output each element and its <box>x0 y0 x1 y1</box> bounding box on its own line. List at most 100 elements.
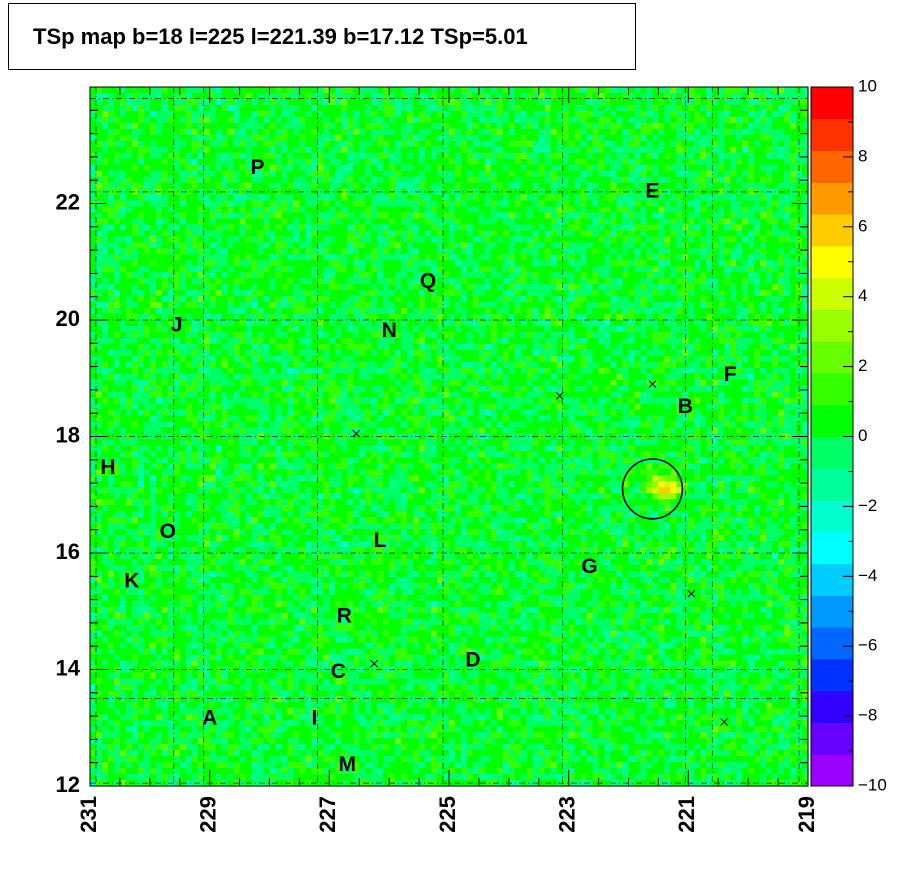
heatmap-cell <box>179 230 187 237</box>
heatmap-cell <box>538 128 546 136</box>
heatmap-cell <box>556 242 564 249</box>
heatmap-cell <box>520 314 528 321</box>
heatmap-cell <box>676 272 683 279</box>
heatmap-cell <box>245 98 253 106</box>
heatmap-cell <box>790 152 797 160</box>
heatmap-cell <box>508 290 516 297</box>
heatmap-cell <box>736 110 743 118</box>
heatmap-cell <box>155 176 163 184</box>
heatmap-cell <box>281 230 289 237</box>
heatmap-cell <box>760 128 767 136</box>
heatmap-cell <box>532 230 540 237</box>
heatmap-cell <box>341 242 348 249</box>
heatmap-cell <box>562 320 570 327</box>
heatmap-cell <box>377 296 384 303</box>
heatmap-cell <box>185 260 193 267</box>
heatmap-cell <box>772 224 779 231</box>
heatmap-cell <box>167 260 175 267</box>
heatmap-cell <box>664 242 671 249</box>
heatmap-cell <box>377 230 384 237</box>
heatmap-cell <box>371 224 378 231</box>
heatmap-cell <box>574 182 582 190</box>
heatmap-cell <box>676 290 683 297</box>
heatmap-cell <box>784 134 791 142</box>
heatmap-cell <box>305 128 312 136</box>
heatmap-cell <box>341 122 348 130</box>
heatmap-cell <box>233 296 241 303</box>
heatmap-cell <box>514 242 522 249</box>
heatmap-cell <box>245 92 253 100</box>
heatmap-cell <box>772 206 779 214</box>
heatmap-cell <box>365 302 372 309</box>
heatmap-cell <box>335 128 342 136</box>
heatmap-cell <box>568 266 576 273</box>
heatmap-cell <box>299 92 306 100</box>
heatmap-cell <box>484 146 492 154</box>
heatmap-cell <box>556 128 564 136</box>
heatmap-cell <box>736 140 743 148</box>
heatmap-cell <box>694 290 701 297</box>
heatmap-cell <box>377 278 384 285</box>
heatmap-cell <box>329 170 336 178</box>
heatmap-cell <box>227 308 235 315</box>
heatmap-cell <box>544 140 552 148</box>
heatmap-cell <box>472 206 480 214</box>
heatmap-cell <box>640 325 648 333</box>
heatmap-cell <box>389 248 396 255</box>
heatmap-cell <box>508 236 516 243</box>
heatmap-cell <box>616 200 624 208</box>
heatmap-cell <box>173 140 181 148</box>
heatmap-cell <box>90 260 97 267</box>
heatmap-cell <box>389 182 396 190</box>
heatmap-cell <box>556 314 564 321</box>
heatmap-cell <box>742 87 749 94</box>
heatmap-cell <box>550 104 558 112</box>
heatmap-cell <box>622 266 630 273</box>
heatmap-cell <box>604 200 612 208</box>
heatmap-cell <box>215 170 223 178</box>
heatmap-cell <box>95 212 103 220</box>
heatmap-cell <box>90 314 97 321</box>
heatmap-cell <box>101 331 109 339</box>
heatmap-cell <box>425 176 432 184</box>
heatmap-cell <box>209 182 217 190</box>
heatmap-cell <box>167 134 175 142</box>
heatmap-cell <box>251 188 259 196</box>
heatmap-cell <box>395 140 402 148</box>
heatmap-cell <box>742 200 749 208</box>
heatmap-cell <box>227 176 235 184</box>
heatmap-cell <box>263 278 271 285</box>
heatmap-cell <box>508 146 516 154</box>
heatmap-cell <box>227 302 235 309</box>
heatmap-cell <box>299 164 306 172</box>
heatmap-cell <box>658 248 665 255</box>
heatmap-cell <box>377 218 384 226</box>
heatmap-cell <box>766 230 773 237</box>
heatmap-cell <box>550 218 558 226</box>
heatmap-cell <box>119 278 127 285</box>
heatmap-cell <box>754 146 761 154</box>
heatmap-cell <box>239 254 247 261</box>
heatmap-cell <box>712 325 719 333</box>
heatmap-cell <box>592 158 600 166</box>
heatmap-cell <box>449 104 456 112</box>
heatmap-cell <box>419 158 426 166</box>
heatmap-cell <box>712 140 719 148</box>
heatmap-cell <box>718 164 725 172</box>
heatmap-cell <box>466 236 474 243</box>
heatmap-cell <box>778 284 785 291</box>
heatmap-cell <box>520 224 528 231</box>
heatmap-cell <box>664 110 671 118</box>
heatmap-cell <box>311 254 318 261</box>
heatmap-cell <box>275 212 283 220</box>
heatmap-cell <box>113 176 121 184</box>
heatmap-cell <box>395 194 402 202</box>
heatmap-cell <box>568 170 576 178</box>
heatmap-cell <box>401 110 408 118</box>
heatmap-cell <box>580 164 588 172</box>
heatmap-cell <box>227 212 235 220</box>
heatmap-cell <box>598 325 606 333</box>
heatmap-cell <box>323 236 330 243</box>
heatmap-cell <box>574 134 582 142</box>
heatmap-cell <box>167 104 175 112</box>
